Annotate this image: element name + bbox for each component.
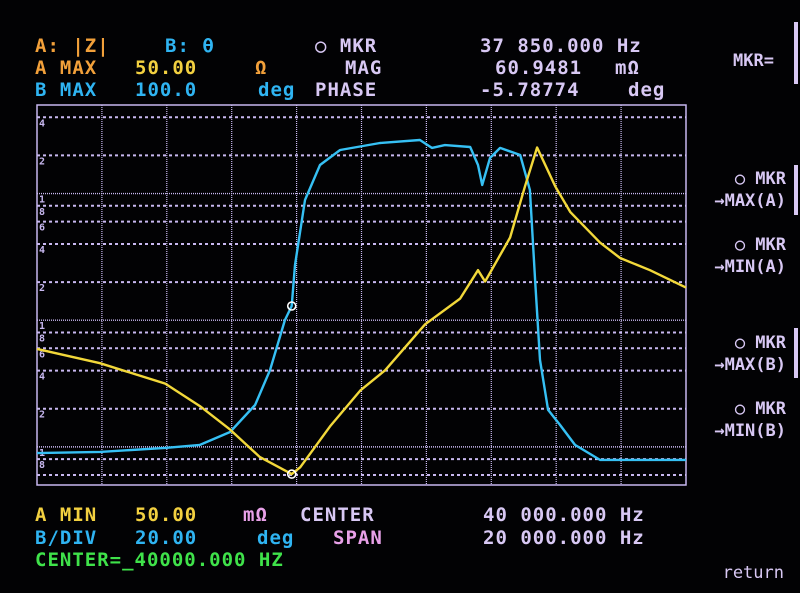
softkey-mkr-max-b[interactable]: ○ MKR →MAX(B) bbox=[714, 332, 786, 376]
trace-a-label: A: |Z| bbox=[35, 35, 110, 57]
a-min-value: 50.00 bbox=[135, 504, 198, 526]
span-label: SPAN bbox=[333, 527, 383, 549]
mag-label: MAG bbox=[345, 57, 383, 79]
softkey-mkr-max-a[interactable]: ○ MKR →MAX(A) bbox=[714, 168, 786, 212]
softkey-line: →MAX(B) bbox=[714, 355, 786, 375]
log-tick-label: 2 bbox=[39, 156, 45, 167]
traces bbox=[36, 138, 687, 479]
grid bbox=[36, 104, 687, 486]
softkey-mkr-min-a[interactable]: ○ MKR →MIN(A) bbox=[714, 234, 786, 278]
log-tick-label: 1 bbox=[39, 195, 45, 206]
log-tick-label: 4 bbox=[39, 245, 45, 256]
log-tick-label: 8 bbox=[39, 333, 45, 344]
b-div-label: B/DIV bbox=[35, 527, 98, 549]
softkey-line: →MIN(A) bbox=[714, 257, 786, 277]
phase-label: PHASE bbox=[315, 79, 378, 101]
marker-label: ○ MKR bbox=[315, 35, 378, 57]
softkey-line: →MAX(A) bbox=[714, 191, 786, 211]
a-max-unit: Ω bbox=[255, 57, 268, 79]
softkey-line: ○ MKR bbox=[734, 333, 786, 353]
b-max-value: 100.0 bbox=[135, 79, 198, 101]
softkey-title: MKR= bbox=[733, 51, 774, 71]
log-tick-label: 8 bbox=[39, 207, 45, 218]
mag-value: 60.9481 bbox=[495, 57, 583, 79]
log-tick-label: 4 bbox=[39, 372, 45, 383]
softkey-line: ○ MKR bbox=[734, 399, 786, 419]
log-tick-label: 6 bbox=[39, 349, 45, 360]
softkey-bar bbox=[794, 328, 798, 378]
log-tick-label: 6 bbox=[39, 223, 45, 234]
trace-a-line bbox=[36, 146, 687, 476]
softkey-line: →MIN(B) bbox=[714, 421, 786, 441]
a-max-label: A MAX bbox=[35, 57, 98, 79]
log-tick-label: 8 bbox=[39, 460, 45, 471]
center-value: 40 000.000 Hz bbox=[483, 504, 645, 526]
softkey-line: ○ MKR bbox=[734, 169, 786, 189]
softkey-bar bbox=[794, 22, 798, 84]
softkey-line: ○ MKR bbox=[734, 235, 786, 255]
log-tick-label: 2 bbox=[39, 410, 45, 421]
b-max-label: B MAX bbox=[35, 79, 98, 101]
a-max-value: 50.00 bbox=[135, 57, 198, 79]
b-max-unit: deg bbox=[258, 79, 296, 101]
entry-line[interactable]: CENTER=_40000.000 HZ bbox=[35, 549, 284, 571]
a-min-label: A MIN bbox=[35, 504, 98, 526]
marker-b-icon bbox=[286, 301, 297, 311]
log-tick-label: 1 bbox=[39, 321, 45, 332]
marker-a-icon bbox=[286, 469, 297, 479]
b-div-value: 20.00 bbox=[135, 527, 198, 549]
phase-value: -5.78774 bbox=[480, 79, 580, 101]
a-min-unit: mΩ bbox=[243, 504, 268, 526]
softkey-mkr-min-b[interactable]: ○ MKR →MIN(B) bbox=[714, 398, 786, 442]
phase-unit: deg bbox=[628, 79, 666, 101]
center-label: CENTER bbox=[300, 504, 375, 526]
marker-frequency: 37 850.000 Hz bbox=[480, 35, 642, 57]
softkey-bar bbox=[794, 165, 798, 215]
log-tick-label: 2 bbox=[39, 283, 45, 294]
trace-b-line bbox=[36, 138, 686, 462]
span-value: 20 000.000 Hz bbox=[483, 527, 645, 549]
log-tick-label: 4 bbox=[39, 118, 45, 129]
trace-b-label: B: θ bbox=[165, 35, 215, 57]
b-div-unit: deg bbox=[257, 527, 295, 549]
mag-unit: mΩ bbox=[615, 57, 640, 79]
return-softkey[interactable]: return bbox=[722, 563, 784, 583]
